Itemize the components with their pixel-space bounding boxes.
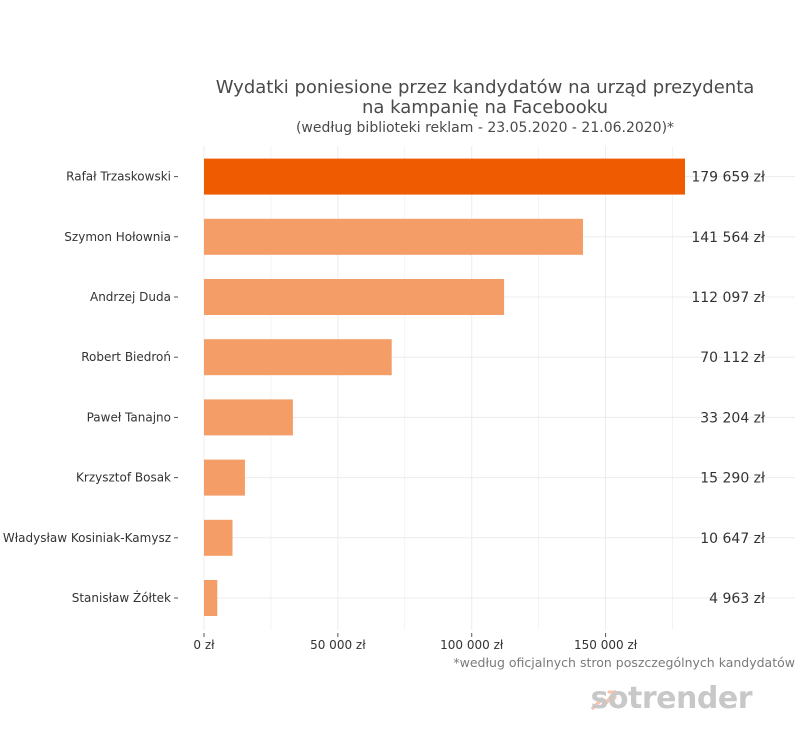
x-axis-ticks: 0 zł 50 000 zł 100 000 zł 150 000 zł xyxy=(193,633,638,652)
value-label: 10 647 zł xyxy=(700,531,765,547)
x-tick-label: 150 000 zł xyxy=(574,638,638,652)
category-label: Stanisław Żółtek xyxy=(72,590,171,605)
logo-text: sotrender xyxy=(591,681,753,716)
value-label: 141 564 zł xyxy=(691,230,765,246)
bar xyxy=(204,279,505,315)
y-axis-labels: Rafał Trzaskowski Szymon Hołownia Andrzej … xyxy=(3,170,178,605)
category-label: Władysław Kosiniak-Kamysz xyxy=(3,531,171,545)
value-label: 15 290 zł xyxy=(700,471,765,487)
x-tick-label: 50 000 zł xyxy=(310,638,366,652)
value-label: 33 204 zł xyxy=(700,410,765,426)
x-tick-label: 0 zł xyxy=(193,638,215,652)
sotrender-icon xyxy=(591,690,617,710)
category-label: Rafał Trzaskowski xyxy=(66,170,171,184)
bar xyxy=(204,158,685,195)
category-label: Szymon Hołownia xyxy=(64,230,171,244)
value-labels: 179 659 zł 141 564 zł 112 097 zł 70 112 zł 3… xyxy=(691,170,765,607)
bar xyxy=(204,218,584,255)
category-label: Andrzej Duda xyxy=(90,290,171,304)
bar xyxy=(204,580,218,616)
chart-title-line2: na kampanię na Facebooku xyxy=(362,97,608,118)
sotrender-logo: sotrender xyxy=(591,681,754,716)
category-label: Robert Biedroń xyxy=(81,350,171,364)
bar xyxy=(204,519,233,556)
value-label: 70 112 zł xyxy=(700,350,765,366)
category-label: Paweł Tanajno xyxy=(87,410,171,424)
bar xyxy=(204,339,392,376)
chart-title-line1: Wydatki poniesione przez kandydatów na u… xyxy=(216,77,755,98)
value-label: 179 659 zł xyxy=(691,170,765,186)
value-label: 4 963 zł xyxy=(709,591,765,607)
category-label: Krzysztof Bosak xyxy=(76,471,171,485)
x-tick-label: 100 000 zł xyxy=(440,638,504,652)
grid xyxy=(203,146,795,630)
bars xyxy=(204,158,685,616)
bar xyxy=(204,399,293,436)
value-label: 112 097 zł xyxy=(691,290,765,306)
bar xyxy=(204,459,245,496)
footnote: *według oficjalnych stron poszczególnych… xyxy=(453,655,795,670)
chart-subtitle: (według biblioteki reklam - 23.05.2020 -… xyxy=(296,120,674,136)
